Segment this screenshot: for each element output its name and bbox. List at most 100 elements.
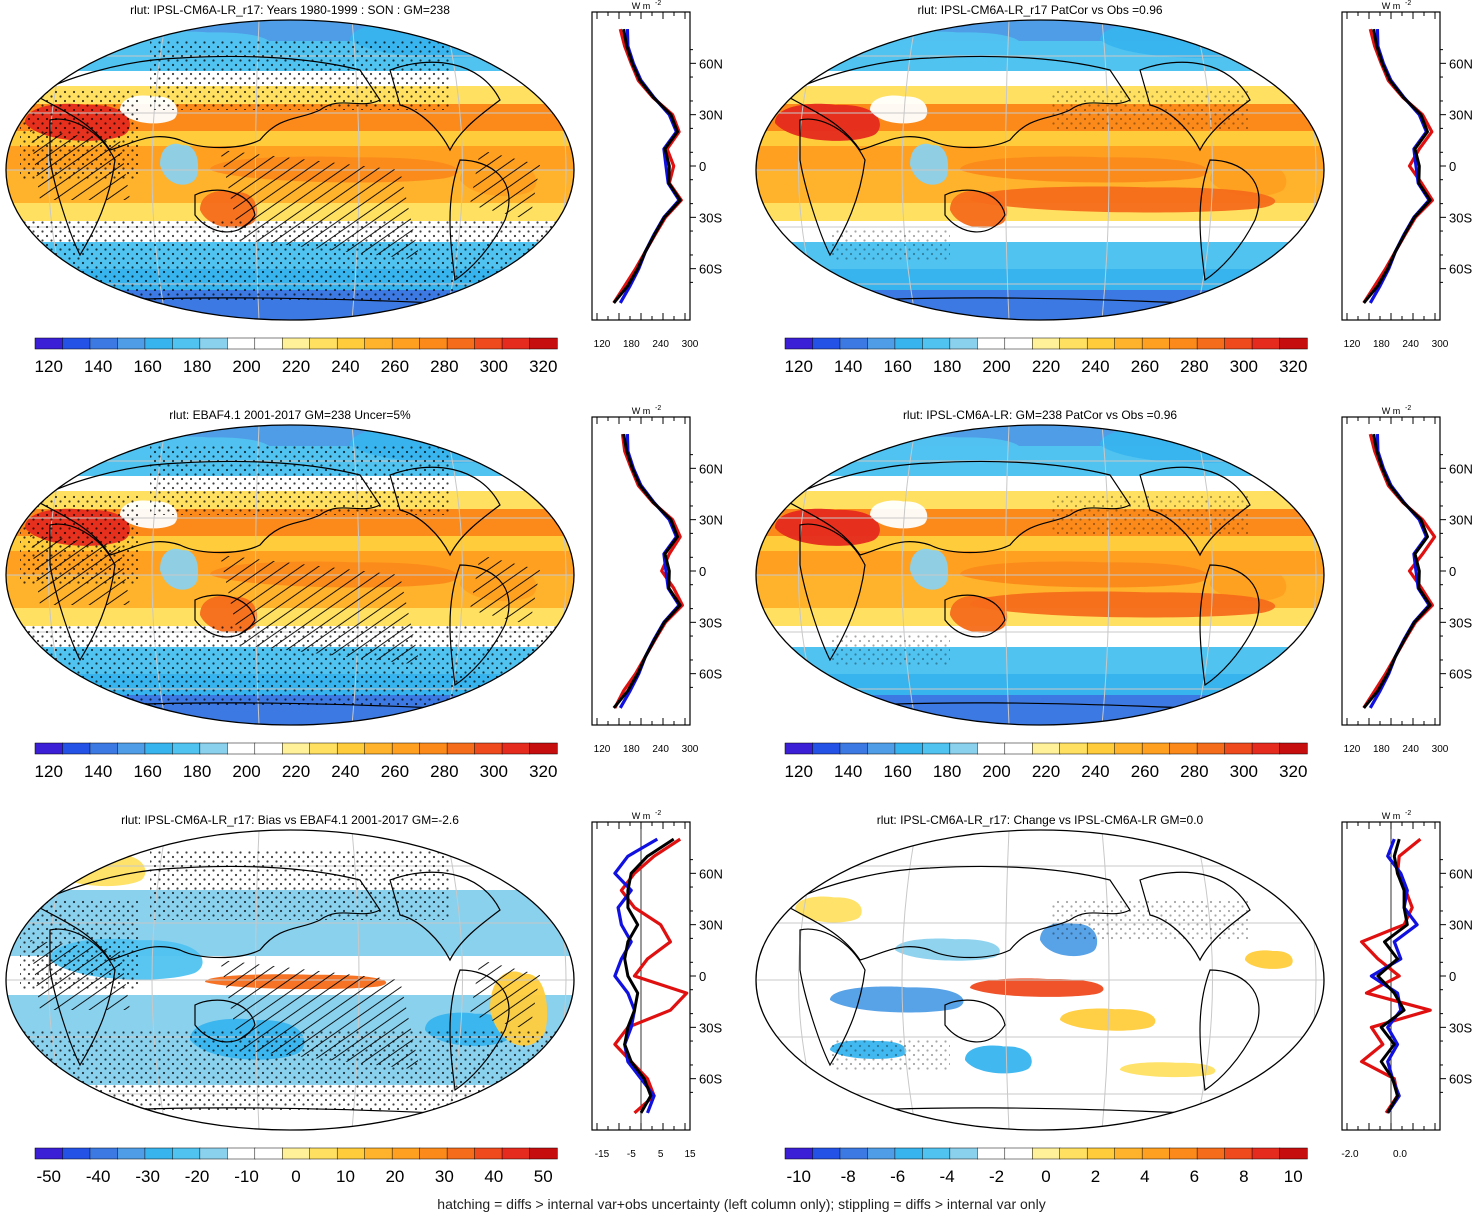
profile-tick-label: -5 (627, 1149, 636, 1160)
colorbar-label: -50 (36, 1167, 61, 1186)
panel-graphics: -10 -8 -6 -4 -2 0 2 4 6 8 10 W m -2 60N 30N 0 30S 60S -2.0… (755, 810, 1473, 1186)
colorbar-label: 200 (982, 762, 1010, 781)
colorbar-label: 240 (331, 357, 359, 376)
colorbar-swatch (199, 1147, 228, 1160)
colorbar-label: 300 (480, 357, 508, 376)
latitude-label: 0 (699, 564, 706, 579)
colorbar-label: 30 (435, 1167, 454, 1186)
colorbar-swatch (501, 742, 531, 755)
colorbar-label: 160 (883, 357, 911, 376)
profile-tick-label: 5 (658, 1149, 664, 1160)
colorbar-label: 220 (282, 762, 310, 781)
profile-tick-label: 300 (1432, 744, 1449, 755)
profile-tick-label: 120 (1344, 339, 1361, 350)
colorbar-swatch (867, 742, 896, 755)
zonal-mean-profile: W m -2 60N 30N 0 30S 60S -15 -5 5 15 (591, 810, 723, 1160)
latitude-label: 30N (1449, 513, 1473, 528)
latitude-label: 60N (699, 461, 723, 476)
colorbar-swatch (784, 742, 814, 755)
colorbar-label: 220 (1032, 762, 1060, 781)
colorbar-label: -10 (786, 1167, 811, 1186)
colorbar-label: 50 (534, 1167, 553, 1186)
colorbar-swatch (309, 337, 338, 350)
colorbar-swatch (172, 742, 201, 755)
colorbar-swatch (391, 1147, 421, 1160)
latitude-label: 30S (699, 615, 722, 630)
colorbar-swatch (839, 337, 869, 350)
colorbar-swatch (1279, 337, 1308, 350)
colorbar-swatch (89, 1147, 119, 1160)
colorbar-swatch (282, 337, 311, 350)
colorbar-swatch (227, 1147, 256, 1160)
colorbar-swatch (391, 337, 421, 350)
zonal-mean-profile: W m -2 60N 30N 0 30S 60S 120 180 240 300 (1341, 405, 1473, 755)
profile-tick-label: 240 (652, 744, 669, 755)
colorbar-swatch (949, 742, 978, 755)
profile-tick-label: 300 (682, 339, 699, 350)
profile-tick-label: 240 (1402, 744, 1419, 755)
svg-text:-2: -2 (1405, 810, 1411, 817)
colorbar-swatch (1086, 337, 1116, 350)
colorbar: 120 140 160 180 200 220 240 260 280 300 320 (785, 337, 1308, 376)
colorbar: 120 140 160 180 200 220 240 260 280 300 320 (34, 337, 558, 376)
panel-title: rlut: IPSL-CM6A-LR_r17: Bias vs EBAF4.1 … (121, 813, 459, 827)
profile-tick-label: 180 (623, 339, 640, 350)
colorbar-label: 0 (291, 1167, 300, 1186)
panel-graphics: 120 140 160 180 200 220 240 260 280 300 320 W m -2 60… (5, 0, 723, 376)
colorbar-swatch (1279, 742, 1308, 755)
profile-series-3 (1376, 838, 1409, 1114)
colorbar-label: 160 (883, 762, 911, 781)
colorbar-swatch (34, 337, 64, 350)
profile-series-2 (1369, 838, 1419, 1114)
colorbar-label: 120 (35, 762, 63, 781)
colorbar-label: 180 (183, 357, 211, 376)
colorbar-label: 0 (1041, 1167, 1050, 1186)
colorbar-swatch (89, 742, 119, 755)
colorbar-swatch (117, 337, 146, 350)
zonal-mean-profile: W m -2 60N 30N 0 30S 60S 120 180 240 300 (591, 0, 723, 350)
latitude-label: 60S (1449, 262, 1472, 277)
colorbar-label: -4 (940, 1167, 955, 1186)
colorbar-label: -40 (86, 1167, 111, 1186)
colorbar-swatch (309, 1147, 338, 1160)
colorbar-label: 240 (331, 762, 359, 781)
colorbar-swatch (89, 337, 119, 350)
colorbar-label: 6 (1190, 1167, 1199, 1186)
colorbar-label: 180 (933, 762, 961, 781)
colorbar-label: 280 (1180, 357, 1208, 376)
colorbar-swatch (1086, 1147, 1116, 1160)
latitude-label: 30N (1449, 108, 1473, 123)
latitude-label: 30N (1449, 918, 1473, 933)
colorbar-swatch (62, 742, 91, 755)
profile-series-3 (1362, 28, 1432, 304)
latitude-label: 60S (699, 1072, 722, 1087)
colorbar-label: 280 (430, 357, 458, 376)
profile-series-2 (613, 837, 659, 1114)
colorbar-label: 240 (1081, 357, 1109, 376)
colorbar-swatch (144, 1147, 174, 1160)
latitude-label: 0 (1449, 159, 1456, 174)
colorbar-label: 40 (484, 1167, 503, 1186)
colorbar-label: 260 (1131, 762, 1159, 781)
profile-series-3 (612, 28, 682, 304)
profile-tick-label: 120 (594, 744, 611, 755)
colorbar-swatch (977, 742, 1006, 755)
panel-title: rlut: IPSL-CM6A-LR_r17: Change vs IPSL-C… (876, 813, 1204, 827)
colorbar-swatch (977, 337, 1006, 350)
colorbar-swatch (1059, 337, 1088, 350)
panel-2: rlut: IPSL-CM6A-LR_r17 PatCor vs Obs =0.… (750, 0, 1480, 400)
colorbar-label: 300 (480, 762, 508, 781)
map (756, 830, 1324, 1130)
colorbar-swatch (364, 337, 393, 350)
panel-graphics: 120 140 160 180 200 220 240 260 280 300 320 W m -2 60… (755, 0, 1473, 376)
profile-tick-label: 120 (594, 339, 611, 350)
colorbar-swatch (1196, 337, 1226, 350)
colorbar-swatch (144, 742, 174, 755)
colorbar-swatch (949, 337, 978, 350)
colorbar-label: 120 (785, 357, 813, 376)
svg-text:-2: -2 (655, 0, 661, 7)
colorbar-swatch (172, 1147, 201, 1160)
colorbar-label: -6 (890, 1167, 905, 1186)
colorbar-swatch (922, 742, 951, 755)
colorbar-swatch (1004, 337, 1033, 350)
